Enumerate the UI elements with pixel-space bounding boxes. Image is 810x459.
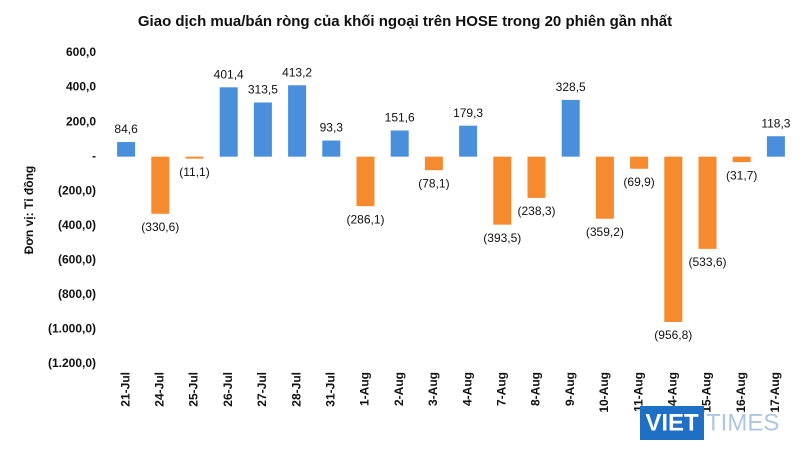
bar [185,156,204,159]
data-label: 328,5 [556,80,586,94]
x-tick-label: 15-Aug [700,372,714,413]
y-tick-label: (1.000,0) [48,322,96,336]
x-tick-label: 3-Aug [426,372,440,406]
data-label: (393,5) [483,231,521,245]
x-tick-label: 24-Jul [152,372,166,407]
y-tick-label: (200,0) [58,183,96,197]
data-label: (956,8) [654,328,692,342]
x-tick-label: 7-Aug [494,372,508,406]
y-tick-label: 600,0 [66,45,96,59]
bar [219,87,238,157]
data-label: (330,6) [141,220,179,234]
x-tick-label: 17-Aug [768,372,782,413]
y-tick-label: 200,0 [66,114,96,128]
bar [288,85,307,157]
data-label: (69,9) [623,175,654,189]
x-tick-label: 4-Aug [460,372,474,406]
data-label: 93,3 [320,121,344,135]
x-tick-label: 16-Aug [734,372,748,413]
bar [117,142,136,157]
y-tick-label: (400,0) [58,218,96,232]
bar [356,156,375,207]
bar [732,156,751,163]
data-label: (78,1) [418,176,449,190]
data-label: 84,6 [114,122,138,136]
data-label: (31,7) [726,168,757,182]
data-label: 413,2 [282,65,312,79]
y-tick-label: (1.200,0) [48,356,96,370]
x-tick-label: 14-Aug [665,372,679,413]
bar [493,156,512,225]
logo-text: VIET [645,409,699,436]
x-tick-label: 21-Jul [118,372,132,407]
bar [561,99,580,157]
data-label: (533,6) [688,255,726,269]
data-label: (359,2) [586,225,624,239]
bar [151,156,170,214]
x-tick-label: 10-Aug [597,372,611,413]
data-label: (11,1) [179,165,209,179]
y-tick-label: (800,0) [58,287,96,301]
data-label: (238,3) [517,204,555,218]
x-tick-label: 27-Jul [255,372,269,407]
bar [253,102,272,157]
logo-text: TIMES [706,409,779,436]
bar [698,156,717,249]
bar [459,125,478,157]
x-tick-label: 25-Jul [187,372,201,407]
chart-title: Giao dịch mua/bán ròng của khối ngoại tr… [138,13,672,30]
bar [630,156,649,169]
bar [424,156,443,171]
bar [322,140,341,157]
logo-box [640,406,704,440]
bar [390,130,409,157]
x-tick-label: 2-Aug [392,372,406,406]
data-label: 401,4 [214,67,244,81]
logo: VIET TIMES [640,406,779,440]
bar [766,136,785,157]
x-tick-label: 1-Aug [358,372,372,406]
data-label: 313,5 [248,83,278,97]
bar [664,156,683,322]
data-label: 118,3 [761,116,790,130]
data-label: 179,3 [453,106,483,120]
x-tick-label: 8-Aug [529,372,543,406]
x-tick-label: 28-Jul [289,372,303,407]
x-tick-label: 26-Jul [221,372,235,407]
x-tick-label: 9-Aug [563,372,577,406]
y-tick-label: 400,0 [66,80,96,94]
y-axis-label: Đơn vị: Tỉ đồng [22,166,36,255]
bar [527,156,546,198]
y-tick-label: (600,0) [58,253,96,267]
bar [595,156,614,219]
data-label: 151,6 [385,111,415,125]
x-tick-label: 11-Aug [631,372,645,412]
y-tick-label: - [92,149,96,163]
data-label: (286,1) [346,212,384,226]
x-tick-label: 31-Jul [323,372,337,407]
